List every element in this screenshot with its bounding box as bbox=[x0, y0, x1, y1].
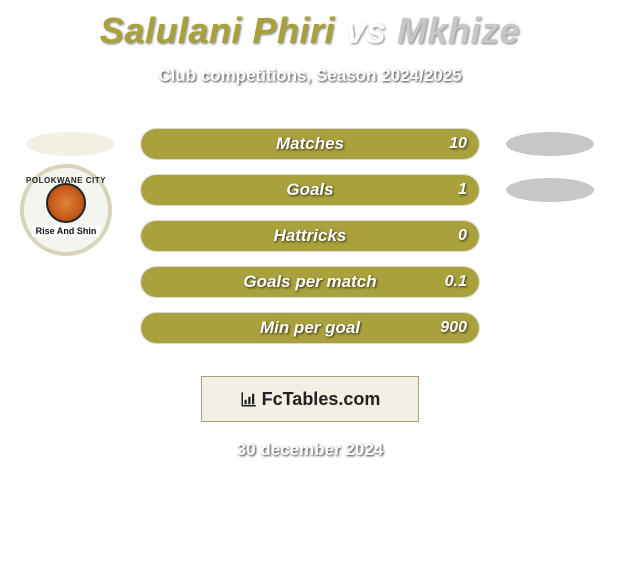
rows-container: Matches 10 Goals 1 Hattricks 0 Goals per match… bbox=[0, 126, 620, 346]
player1-name: Salulani Phiri bbox=[100, 10, 335, 51]
right-side-wrap bbox=[480, 132, 620, 156]
chart-area: Matches 10 Goals 1 Hattricks 0 Goals per match… bbox=[0, 126, 620, 346]
date-text: 30 december 2024 bbox=[0, 440, 620, 460]
bar-label: Min per goal bbox=[260, 318, 360, 338]
bar-value-right: 1 bbox=[458, 181, 467, 199]
chart-icon bbox=[240, 390, 258, 408]
bar-label: Goals bbox=[286, 180, 333, 200]
credit-label: FcTables.com bbox=[262, 389, 381, 410]
player2-name: Mkhize bbox=[397, 10, 520, 51]
bar-label: Hattricks bbox=[274, 226, 347, 246]
badge-banner-text: Rise And Shin bbox=[32, 225, 101, 237]
player1-club-badge-wrap: POLOKWANE CITY Rise And Shin bbox=[20, 164, 112, 256]
bar-track: Matches 10 bbox=[140, 128, 480, 160]
bar-value-right: 0 bbox=[458, 227, 467, 245]
bar-track: Goals 1 bbox=[140, 174, 480, 206]
credit-box: FcTables.com bbox=[201, 376, 419, 422]
stat-row: Matches 10 bbox=[0, 126, 620, 162]
comparison-title: Salulani Phiri vs Mkhize bbox=[0, 10, 620, 52]
stat-row: Min per goal 900 bbox=[0, 310, 620, 346]
bar-label: Goals per match bbox=[243, 272, 376, 292]
player1-ellipse bbox=[26, 132, 114, 156]
player2-ellipse bbox=[506, 132, 594, 156]
subtitle: Club competitions, Season 2024/2025 bbox=[0, 66, 620, 86]
player2-ellipse bbox=[506, 178, 594, 202]
player1-club-badge: POLOKWANE CITY Rise And Shin bbox=[20, 164, 112, 256]
stat-row: Goals per match 0.1 bbox=[0, 264, 620, 300]
credit-text: FcTables.com bbox=[240, 389, 381, 410]
bar-track: Hattricks 0 bbox=[140, 220, 480, 252]
bar-value-right: 900 bbox=[440, 319, 467, 337]
bar-track: Goals per match 0.1 bbox=[140, 266, 480, 298]
left-side-wrap bbox=[0, 132, 140, 156]
vs-text: vs bbox=[345, 10, 386, 51]
bar-value-right: 10 bbox=[449, 135, 467, 153]
badge-arc-text: POLOKWANE CITY bbox=[26, 176, 106, 185]
right-side-wrap bbox=[480, 178, 620, 202]
bar-value-right: 0.1 bbox=[445, 273, 467, 291]
bar-label: Matches bbox=[276, 134, 344, 154]
bar-track: Min per goal 900 bbox=[140, 312, 480, 344]
badge-shield-icon bbox=[46, 183, 86, 223]
